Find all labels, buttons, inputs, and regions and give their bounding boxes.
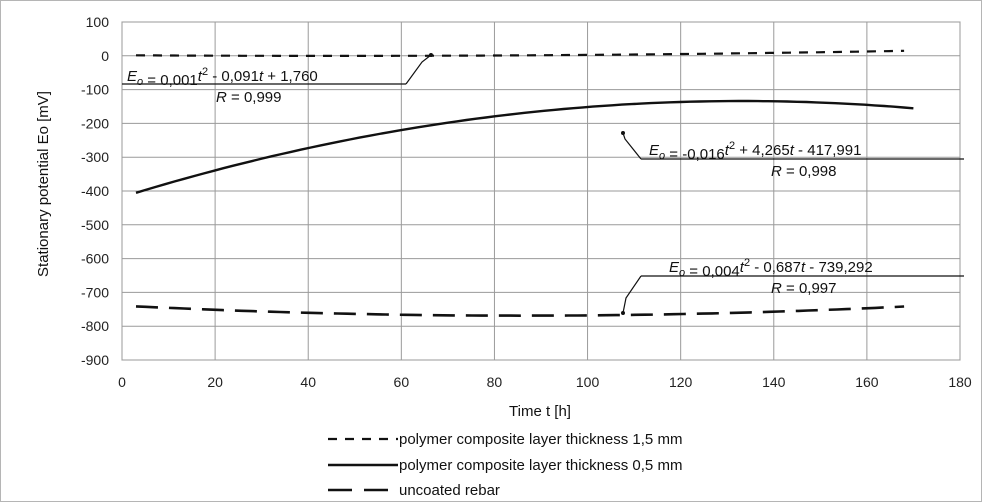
equation-part: t [198, 68, 203, 85]
y-tick-label: -200 [81, 115, 109, 131]
equation-part: o [659, 150, 665, 162]
y-tick-label: -900 [81, 352, 109, 368]
x-tick-label: 60 [394, 374, 410, 390]
legend-label-3: uncoated rebar [399, 482, 500, 499]
y-tick-label: -400 [81, 183, 109, 199]
annotation-leader [622, 132, 642, 160]
y-tick-label: -600 [81, 251, 109, 267]
equation-part: E [649, 142, 660, 159]
equation-part: = 0,004 [685, 263, 740, 280]
annotation-leader [622, 275, 642, 314]
equation-part: - 0,687 [750, 259, 801, 276]
annotation-marker [621, 311, 625, 315]
y-tick-label: -500 [81, 217, 109, 233]
r-value-label: R = 0,997 [771, 280, 836, 297]
legend-label-1: polymer composite layer thickness 1,5 mm [399, 431, 682, 448]
equation-part: - 739,292 [805, 259, 873, 276]
equation-part: t [801, 259, 806, 276]
y-tick-label: 0 [101, 48, 109, 64]
r-value: = 0,999 [227, 89, 282, 106]
equation-part: + 1,760 [263, 68, 318, 85]
x-tick-label: 0 [118, 374, 126, 390]
equation-part: 2 [729, 140, 735, 152]
equation-part: o [679, 267, 685, 279]
annotation-marker [429, 53, 433, 57]
r-symbol: R [216, 89, 227, 106]
equation-part: t [790, 142, 795, 159]
equation-label: Eo = -0,016t2 + 4,265t - 417,991 [649, 140, 861, 163]
x-axis-label: Time t [h] [509, 403, 571, 420]
y-tick-label: 100 [86, 14, 110, 30]
r-value-label: R = 0,999 [216, 89, 281, 106]
equation-part: E [669, 259, 680, 276]
equation-part: E [127, 68, 138, 85]
y-tick-labels: 100 0 -100 -200 -300 -400 -500 -600 -700 -800 -900 [81, 14, 109, 368]
equation-part: = -0,016 [665, 146, 725, 163]
equation-part: 2 [202, 66, 208, 78]
equation-part: - 0,091 [208, 68, 259, 85]
r-symbol: R [771, 163, 782, 180]
x-tick-labels: 0 20 40 60 80 100 120 140 160 180 [118, 374, 972, 390]
grid [121, 21, 961, 361]
equation-label: Eo = 0,001t2 - 0,091t + 1,760 [127, 66, 318, 89]
x-tick-label: 20 [207, 374, 223, 390]
equation-part: o [137, 76, 143, 88]
equation-label: Eo = 0,004t2 - 0,687t - 739,292 [669, 257, 873, 280]
y-axis-label: Stationary potential Eo [mV] [35, 91, 52, 277]
annotation-leader [405, 54, 432, 85]
annotation-marker [621, 131, 625, 135]
x-tick-label: 120 [669, 374, 693, 390]
equation-part: - 417,991 [794, 142, 862, 159]
equation-part: + 4,265 [735, 142, 790, 159]
x-tick-label: 100 [576, 374, 600, 390]
series-line-3 [135, 305, 905, 318]
equation-part: t [740, 259, 745, 276]
r-value-label: R = 0,998 [771, 163, 836, 180]
equation-part: = 0,001 [143, 72, 198, 89]
x-tick-label: 80 [487, 374, 503, 390]
equation-part: t [725, 142, 730, 159]
r-value: = 0,997 [782, 280, 837, 297]
legend: polymer composite layer thickness 1,5 mm… [328, 431, 682, 499]
series-lines [135, 49, 914, 318]
x-tick-label: 180 [948, 374, 972, 390]
equation-part: t [259, 68, 264, 85]
y-tick-label: -100 [81, 82, 109, 98]
y-tick-label: -700 [81, 284, 109, 300]
r-value: = 0,998 [782, 163, 837, 180]
y-tick-label: -300 [81, 149, 109, 165]
r-symbol: R [771, 280, 782, 297]
series-line-2 [135, 99, 914, 194]
x-tick-label: 140 [762, 374, 786, 390]
equation-part: 2 [744, 257, 750, 269]
legend-label-2: polymer composite layer thickness 0,5 mm [399, 457, 682, 474]
y-tick-label: -800 [81, 318, 109, 334]
x-tick-label: 40 [300, 374, 316, 390]
x-tick-label: 160 [855, 374, 879, 390]
